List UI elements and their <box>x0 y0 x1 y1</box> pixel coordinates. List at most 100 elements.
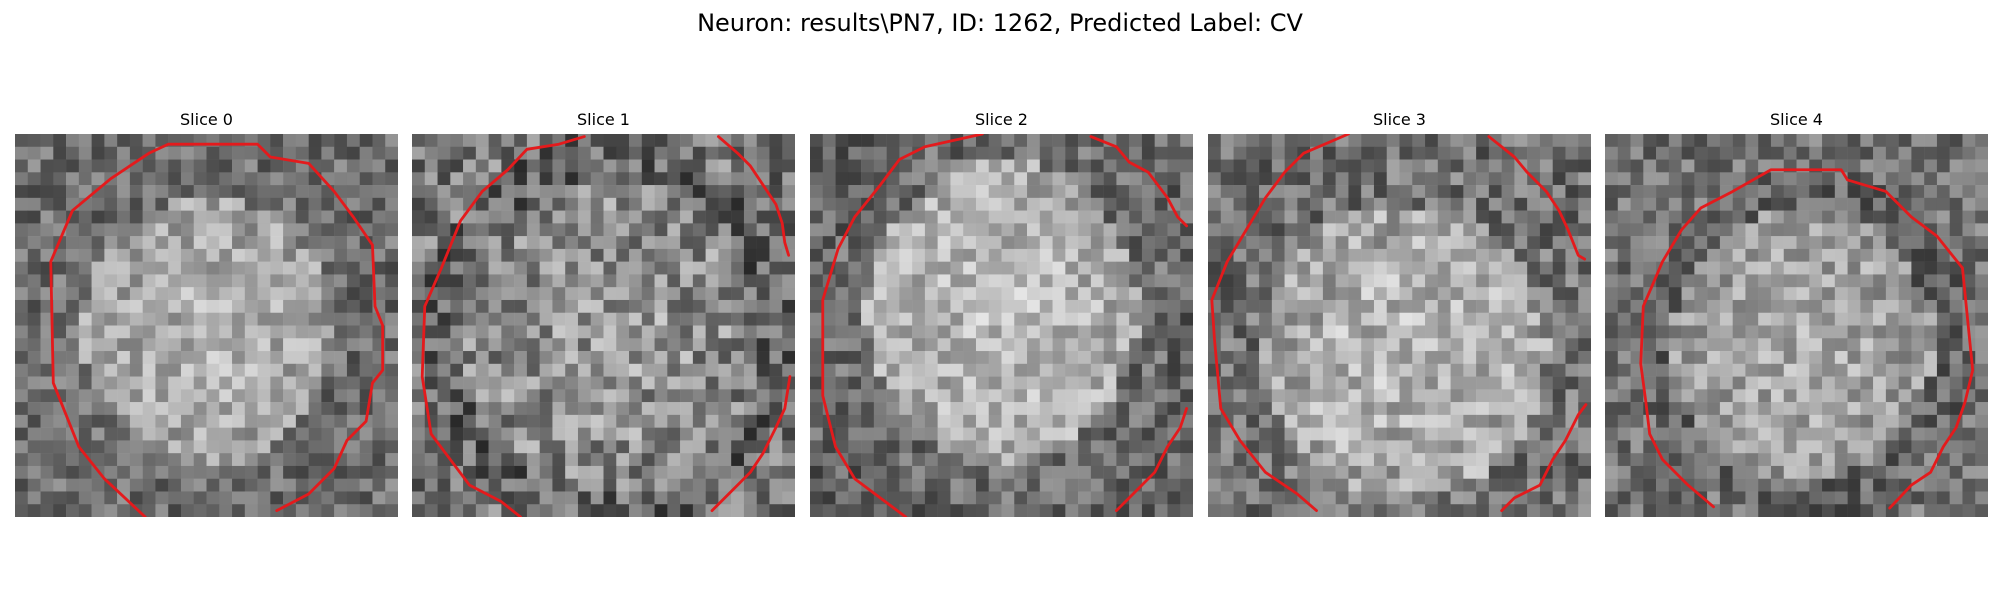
pixel <box>1476 351 1490 365</box>
pixel <box>219 146 233 160</box>
pixel <box>1284 287 1298 301</box>
slice-image-0 <box>15 134 398 517</box>
pixel <box>1129 185 1143 199</box>
pixel <box>1297 504 1311 517</box>
pixel <box>1167 504 1181 517</box>
pixel <box>1014 338 1028 352</box>
pixel <box>1975 414 1988 428</box>
pixel <box>1361 172 1375 186</box>
pixel <box>346 197 360 211</box>
pixel <box>539 236 553 250</box>
pixel <box>1103 376 1117 390</box>
pixel <box>1873 453 1887 467</box>
pixel <box>731 325 745 339</box>
pixel <box>1924 504 1938 517</box>
pixel <box>886 312 900 326</box>
pixel <box>53 134 67 148</box>
pixel <box>142 363 156 377</box>
pixel <box>912 363 926 377</box>
pixel <box>769 478 783 492</box>
pixel <box>1310 274 1324 288</box>
pixel <box>756 325 770 339</box>
pixel <box>40 236 54 250</box>
pixel <box>1259 363 1273 377</box>
pixel <box>514 351 528 365</box>
pixel <box>1936 185 1950 199</box>
pixel <box>463 491 477 505</box>
pixel <box>1770 134 1784 148</box>
pixel <box>1259 287 1273 301</box>
pixel <box>1860 236 1874 250</box>
pixel <box>78 402 92 416</box>
pixel <box>1233 453 1247 467</box>
pixel <box>1911 312 1925 326</box>
pixel <box>295 248 309 262</box>
pixel <box>1732 491 1746 505</box>
pixel <box>219 389 233 403</box>
pixel <box>1758 338 1772 352</box>
pixel <box>412 414 426 428</box>
pixel <box>1565 159 1579 173</box>
pixel <box>1527 197 1541 211</box>
pixel <box>244 146 258 160</box>
pixel <box>206 159 220 173</box>
pixel <box>450 491 464 505</box>
pixel <box>359 134 373 148</box>
pixel <box>1962 236 1976 250</box>
pixel <box>924 236 938 250</box>
pixel <box>78 376 92 390</box>
pixel <box>810 236 824 250</box>
pixel <box>501 274 515 288</box>
pixel <box>835 248 849 262</box>
pixel <box>1975 261 1988 275</box>
pixel <box>1770 146 1784 160</box>
pixel <box>1860 261 1874 275</box>
pixel <box>359 274 373 288</box>
pixel <box>1116 351 1130 365</box>
pixel <box>514 197 528 211</box>
pixel <box>1180 478 1193 492</box>
pixel <box>488 274 502 288</box>
pixel <box>705 261 719 275</box>
pixel <box>1259 504 1273 517</box>
pixel <box>412 197 426 211</box>
pixel <box>552 402 566 416</box>
pixel <box>1770 312 1784 326</box>
pixel <box>1399 478 1413 492</box>
pixel <box>1090 197 1104 211</box>
pixel <box>1103 172 1117 186</box>
pixel <box>385 299 398 313</box>
pixel <box>1605 351 1619 365</box>
pixel <box>963 363 977 377</box>
pixel <box>321 351 335 365</box>
pixel <box>424 453 438 467</box>
pixel <box>1476 402 1490 416</box>
pixel <box>475 504 489 517</box>
pixel <box>1412 491 1426 505</box>
pixel <box>963 440 977 454</box>
pixel <box>1707 312 1721 326</box>
pixel <box>963 351 977 365</box>
pixel <box>1373 172 1387 186</box>
pixel <box>1039 197 1053 211</box>
pixel <box>1822 351 1836 365</box>
slice-title-0: Slice 0 <box>180 110 233 129</box>
pixel <box>769 223 783 237</box>
pixel <box>1770 440 1784 454</box>
pixel <box>66 159 80 173</box>
pixel <box>769 236 783 250</box>
pixel <box>501 478 515 492</box>
pixel <box>1129 261 1143 275</box>
pixel <box>1962 172 1976 186</box>
pixel <box>641 287 655 301</box>
pixel <box>412 465 426 479</box>
pixel <box>385 389 398 403</box>
pixel <box>782 223 795 237</box>
pixel <box>1617 134 1631 148</box>
pixel <box>1154 299 1168 313</box>
pixel <box>731 414 745 428</box>
pixel <box>193 504 207 517</box>
pixel <box>1834 287 1848 301</box>
pixel <box>308 197 322 211</box>
pixel <box>53 465 67 479</box>
